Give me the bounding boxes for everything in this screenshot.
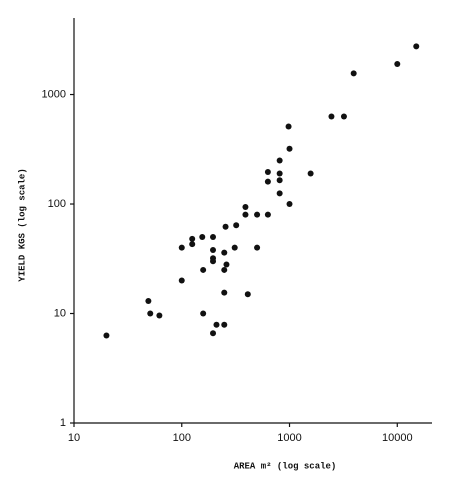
y-tick-label: 10: [54, 307, 66, 319]
point: [285, 123, 292, 130]
x-tick-label: 10: [68, 432, 80, 444]
point: [221, 321, 228, 328]
point: [233, 222, 240, 229]
point: [221, 289, 228, 296]
point: [145, 298, 152, 305]
point: [264, 169, 271, 176]
point: [286, 201, 293, 208]
point: [178, 244, 185, 251]
point: [264, 178, 271, 185]
y-axis-title: YIELD KGS (log scale): [17, 168, 27, 281]
point: [189, 241, 196, 248]
point: [244, 291, 251, 298]
point: [276, 177, 283, 184]
point: [276, 190, 283, 197]
point: [156, 312, 163, 319]
point: [147, 310, 154, 317]
point: [242, 203, 249, 210]
point: [223, 261, 230, 268]
x-tick-label: 1000: [277, 432, 301, 444]
point: [103, 332, 110, 339]
point: [394, 61, 401, 68]
point: [210, 258, 217, 265]
point: [276, 170, 283, 177]
x-tick-label: 10000: [382, 432, 413, 444]
y-tick-label: 100: [48, 198, 66, 210]
point: [213, 321, 220, 328]
point: [178, 277, 185, 284]
point: [231, 244, 238, 251]
y-tick-label: 1: [60, 417, 66, 429]
point: [242, 211, 249, 218]
point: [254, 244, 261, 251]
point: [189, 235, 196, 242]
point: [221, 249, 228, 256]
y-tick-label: 1000: [42, 88, 66, 100]
point: [340, 113, 347, 120]
point: [222, 223, 229, 230]
x-axis-title: AREA m² (log scale): [234, 461, 337, 471]
point: [200, 310, 207, 317]
point: [307, 170, 314, 177]
point: [200, 266, 207, 273]
point: [350, 70, 357, 77]
point: [210, 233, 217, 240]
point: [328, 113, 335, 120]
point: [210, 330, 217, 337]
point: [276, 157, 283, 164]
point: [264, 211, 271, 218]
x-tick-label: 100: [173, 432, 191, 444]
point: [210, 247, 217, 254]
point: [221, 266, 228, 273]
point: [413, 43, 420, 50]
point: [199, 233, 206, 240]
point: [286, 145, 293, 152]
point: [254, 211, 261, 218]
